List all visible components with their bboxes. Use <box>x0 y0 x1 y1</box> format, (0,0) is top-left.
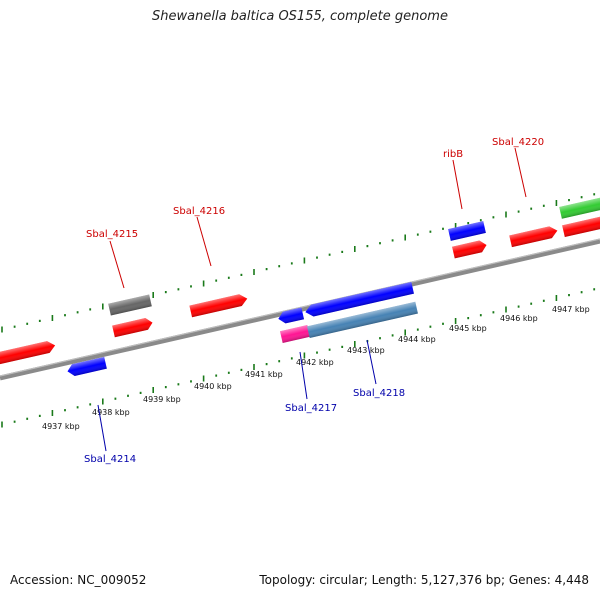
gene-blue-long[interactable] <box>304 281 414 318</box>
ruler-labels: 4937 kbp 4938 kbp 4939 kbp 4940 kbp 4941… <box>42 305 590 431</box>
label-sbal-4217[interactable]: Sbal_4217 <box>285 403 337 414</box>
gene-gray[interactable] <box>108 294 152 316</box>
reverse-gene-labels: Sbal_4214 Sbal_4217 Sbal_4218 <box>84 339 405 465</box>
ruler-label: 4945 kbp <box>449 324 487 333</box>
gene-green[interactable] <box>559 196 600 219</box>
genome-summary-text: Topology: circular; Length: 5,127,376 bp… <box>259 573 589 587</box>
label-sbal-4220[interactable]: Sbal_4220 <box>492 137 544 148</box>
label-sbal-4214[interactable]: Sbal_4214 <box>84 454 136 465</box>
gene-sbal-4215[interactable] <box>112 317 154 338</box>
forward-genes <box>0 196 600 366</box>
forward-gene-labels: Sbal_4215 Sbal_4216 ribB Sbal_4220 <box>86 137 544 289</box>
ruler-label: 4943 kbp <box>347 346 385 355</box>
ruler-label: 4942 kbp <box>296 358 334 367</box>
ruler-label: 4938 kbp <box>92 408 130 417</box>
gene-forward-right-edge[interactable] <box>562 215 600 238</box>
gene-sbal-4214[interactable] <box>66 356 107 377</box>
map-title: Shewanella baltica OS155, complete genom… <box>152 9 448 24</box>
ruler-label: 4940 kbp <box>194 382 232 391</box>
ruler-label: 4944 kbp <box>398 335 436 344</box>
ruler-label: 4939 kbp <box>143 395 181 404</box>
gene-blue-small[interactable] <box>277 307 305 324</box>
label-sbal-4218[interactable]: Sbal_4218 <box>353 388 405 399</box>
reverse-strand-ruler <box>1 288 596 428</box>
ruler-label: 4941 kbp <box>245 370 283 379</box>
gene-sbal-4220[interactable] <box>509 225 558 248</box>
ruler-label: 4947 kbp <box>552 305 590 314</box>
label-sbal-4216[interactable]: Sbal_4216 <box>173 206 225 217</box>
gene-ribB[interactable] <box>452 239 488 259</box>
gene-forward-left[interactable] <box>0 340 56 366</box>
label-sbal-4215[interactable]: Sbal_4215 <box>86 229 138 240</box>
gene-sbal-4218[interactable] <box>307 301 418 339</box>
ruler-label: 4946 kbp <box>500 314 538 323</box>
ruler-label: 4937 kbp <box>42 422 80 431</box>
gene-blue-upper[interactable] <box>448 221 486 241</box>
label-ribB[interactable]: ribB <box>443 149 463 160</box>
accession-text: Accession: NC_009052 <box>10 573 147 587</box>
reverse-genes <box>66 281 418 377</box>
gene-sbal-4216[interactable] <box>189 293 248 318</box>
gene-sbal-4217[interactable] <box>280 325 310 343</box>
